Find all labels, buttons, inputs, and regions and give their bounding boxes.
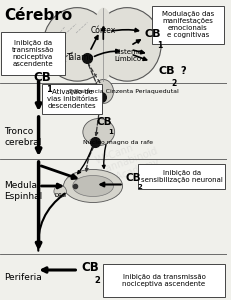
Text: Inibição da
transmissão
nociceptiva
ascendente: Inibição da transmissão nociceptiva asce…: [12, 40, 54, 67]
Text: 2: 2: [170, 79, 176, 88]
Ellipse shape: [54, 185, 66, 197]
FancyBboxPatch shape: [138, 164, 224, 189]
Text: Inibição da
sensibilização neuronal: Inibição da sensibilização neuronal: [140, 170, 222, 183]
Text: Córtex: Córtex: [90, 26, 116, 35]
Text: ?: ?: [180, 66, 185, 76]
Ellipse shape: [63, 169, 122, 202]
Text: Periferia: Periferia: [5, 273, 42, 282]
Text: 1: 1: [108, 129, 112, 135]
Text: CB: CB: [96, 117, 112, 128]
Text: Ativação de
vias inibitórias
descendentes: Ativação de vias inibitórias descendente…: [46, 89, 97, 109]
Text: 2: 2: [137, 184, 142, 190]
Ellipse shape: [93, 8, 161, 81]
Ellipse shape: [43, 8, 111, 81]
Text: Sistema
Límbico: Sistema Límbico: [114, 49, 142, 62]
FancyBboxPatch shape: [1, 32, 64, 75]
Text: CB: CB: [125, 172, 141, 183]
Text: Modulação das
manifestações
emocionais
e cognitivas: Modulação das manifestações emocionais e…: [161, 11, 213, 38]
Text: CB: CB: [158, 66, 175, 76]
FancyBboxPatch shape: [152, 6, 223, 43]
Ellipse shape: [82, 118, 114, 146]
Text: 1: 1: [46, 85, 52, 94]
Text: CB: CB: [81, 261, 99, 274]
Ellipse shape: [91, 8, 114, 81]
FancyBboxPatch shape: [103, 264, 224, 297]
Text: DRG: DRG: [54, 193, 66, 198]
Text: Tálamo: Tálamo: [67, 53, 94, 62]
Text: Tronco
cerebral: Tronco cerebral: [5, 128, 42, 147]
Text: Cérebro: Cérebro: [5, 8, 72, 22]
Text: 1: 1: [157, 41, 162, 50]
FancyBboxPatch shape: [42, 84, 102, 114]
Ellipse shape: [72, 176, 113, 197]
Text: Medula
Espinhal: Medula Espinhal: [5, 182, 43, 201]
Text: Inibição da transmissão
nociceptiva ascendente: Inibição da transmissão nociceptiva asce…: [122, 274, 205, 287]
Text: Substância Cinzenta Periaquedutal: Substância Cinzenta Periaquedutal: [69, 89, 178, 94]
Text: 2: 2: [94, 275, 100, 284]
Text: CB: CB: [33, 70, 50, 84]
Text: Núcleo magno da rafe: Núcleo magno da rafe: [83, 139, 152, 145]
Text: CB: CB: [144, 28, 161, 39]
Text: WeCann
Endocannabinoid
Global Academy: WeCann Endocannabinoid Global Academy: [73, 135, 163, 195]
Ellipse shape: [93, 80, 113, 103]
